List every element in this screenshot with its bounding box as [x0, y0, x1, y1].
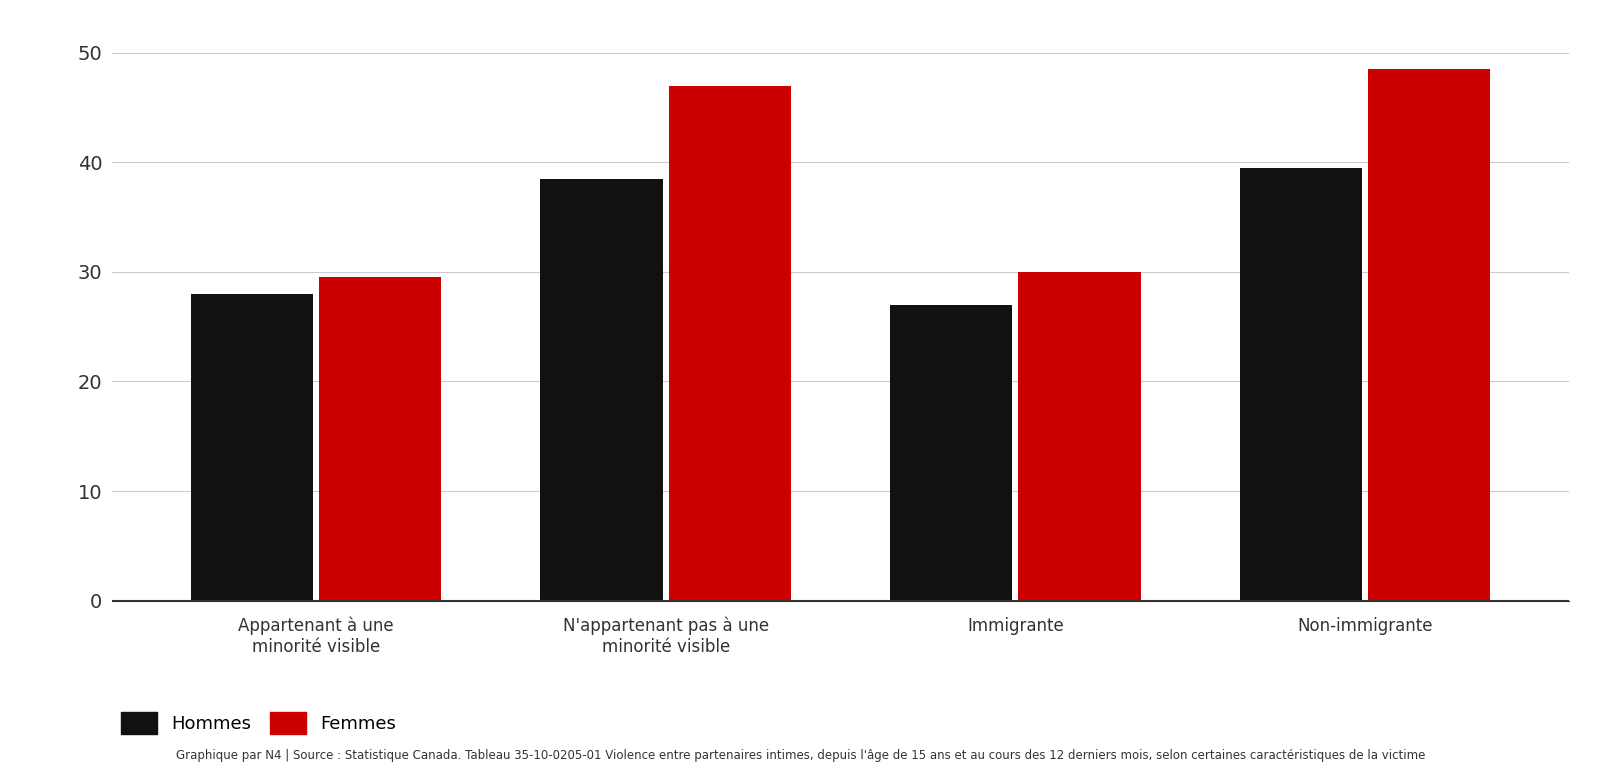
Bar	[1239, 168, 1362, 601]
Bar	[1018, 272, 1140, 601]
Bar	[319, 277, 442, 601]
Bar	[1367, 69, 1491, 601]
Bar	[890, 305, 1012, 601]
Bar	[191, 294, 314, 601]
Text: Graphique par N4 | Source : Statistique Canada. Tableau 35-10-0205-01 Violence e: Graphique par N4 | Source : Statistique …	[176, 749, 1425, 762]
Bar	[541, 179, 663, 601]
Legend: Hommes, Femmes: Hommes, Femmes	[122, 712, 395, 734]
Bar	[669, 85, 791, 601]
